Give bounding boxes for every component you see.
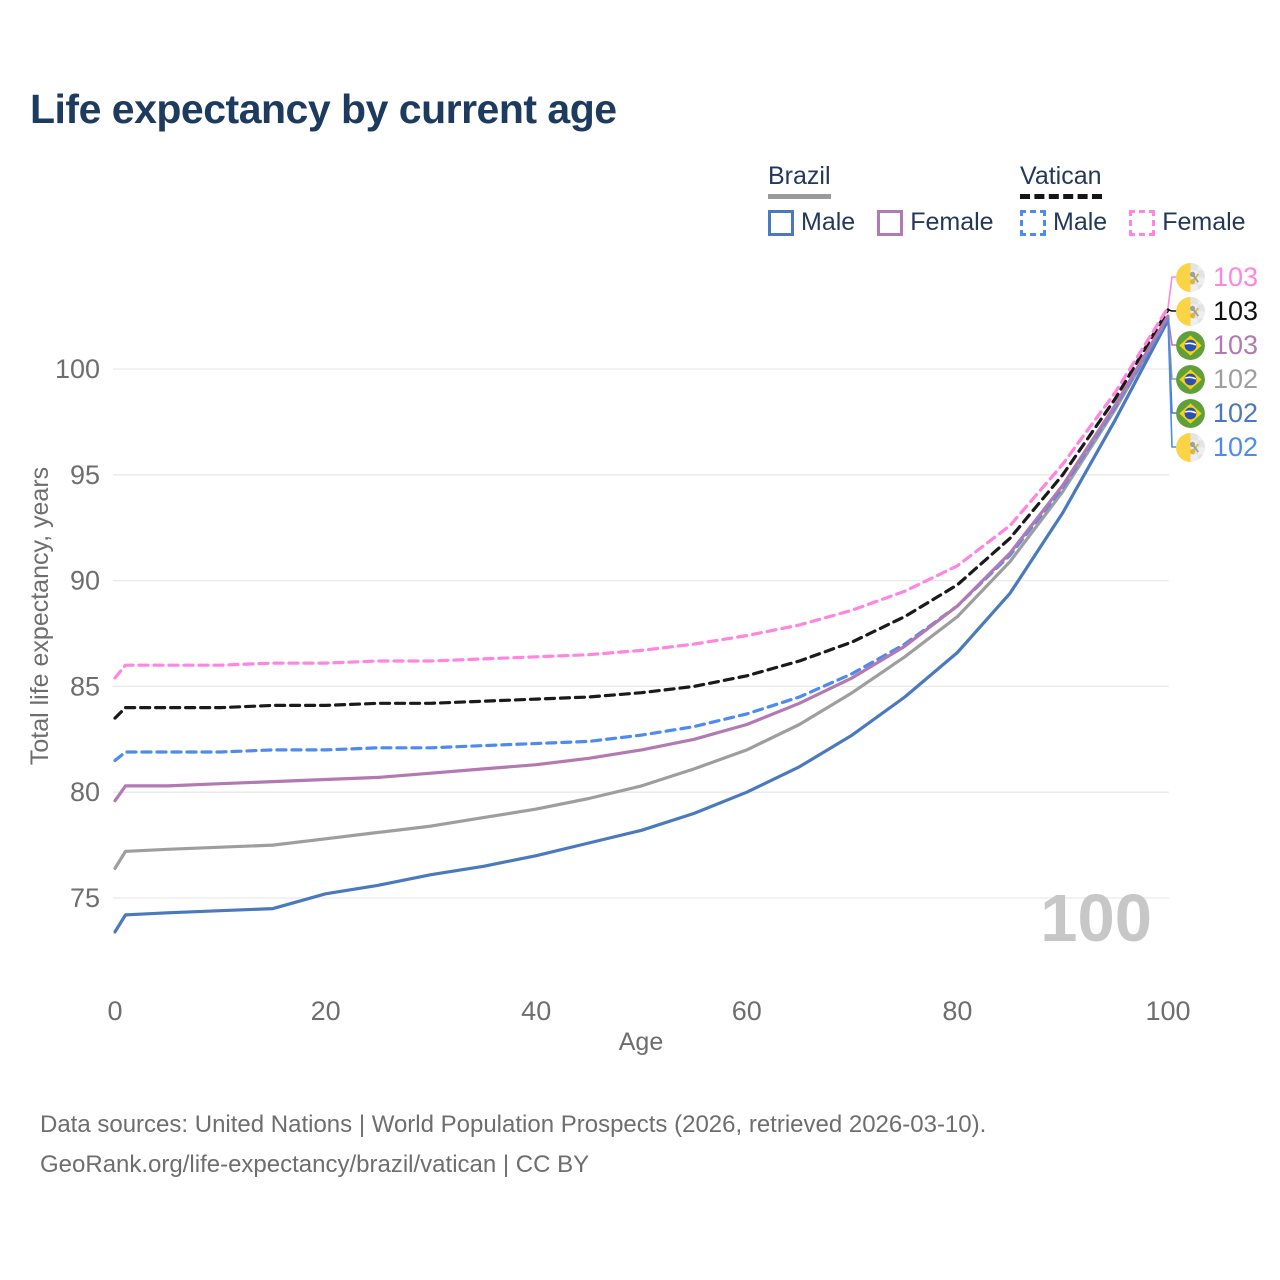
x-tick-label: 40 xyxy=(521,996,551,1026)
page-title: Life expectancy by current age xyxy=(30,86,617,132)
y-tick-label: 80 xyxy=(70,777,100,807)
value-label-row: 103 xyxy=(1176,262,1258,292)
brazil-male-swatch-icon xyxy=(768,209,794,236)
legend-group-title-brazil: Brazil xyxy=(768,162,831,199)
end-value-label: 103 xyxy=(1213,295,1259,326)
label-connector xyxy=(1167,276,1177,308)
legend-item-label: Female xyxy=(1162,208,1246,236)
legend-items-brazil: Male Female xyxy=(768,208,994,237)
legend-group-vatican: Vatican Male Female xyxy=(1020,162,1246,237)
end-value-label: 102 xyxy=(1213,397,1259,428)
end-value-label: 102 xyxy=(1213,431,1259,462)
legend-group-title-vatican: Vatican xyxy=(1020,162,1102,199)
legend-item-vatican-female[interactable]: Female xyxy=(1129,208,1246,237)
brazil-flag-icon xyxy=(1176,330,1205,360)
series-vatican-male[interactable] xyxy=(113,316,1170,763)
legend-item-label: Female xyxy=(910,208,994,236)
footer-data-sources: Data sources: United Nations | World Pop… xyxy=(40,1111,987,1138)
x-axis-title: Age xyxy=(619,1028,663,1056)
legend-item-vatican-male[interactable]: Male xyxy=(1020,208,1107,237)
footer: Data sources: United Nations | World Pop… xyxy=(40,1105,986,1185)
x-tick-label: 0 xyxy=(107,996,122,1026)
value-label-row: 103 xyxy=(1176,330,1258,360)
value-label-row: 102 xyxy=(1176,432,1258,462)
x-tick-label: 60 xyxy=(732,996,762,1026)
end-value-label: 103 xyxy=(1213,261,1259,292)
series-brazil-male[interactable] xyxy=(113,318,1170,934)
series-vatican-female[interactable] xyxy=(113,306,1170,680)
vatican-flag-icon xyxy=(1176,432,1205,462)
label-connector xyxy=(1167,315,1177,346)
legend-item-brazil-male[interactable]: Male xyxy=(768,208,855,237)
y-tick-label: 75 xyxy=(70,883,100,913)
brazil-flag-icon xyxy=(1176,364,1205,394)
vatican-flag-icon xyxy=(1176,296,1205,326)
end-value-label: 103 xyxy=(1213,329,1259,360)
value-label-row: 102 xyxy=(1176,364,1258,394)
label-connector xyxy=(1167,318,1177,448)
vatican-flag-icon xyxy=(1176,262,1205,292)
legend-item-brazil-female[interactable]: Female xyxy=(877,208,994,237)
series-vatican[interactable] xyxy=(113,308,1170,720)
end-value-label: 102 xyxy=(1213,363,1259,394)
footer-attribution: GeoRank.org/life-expectancy/brazil/vatic… xyxy=(40,1151,590,1178)
x-tick-label: 100 xyxy=(1145,996,1190,1026)
brazil-flag-icon xyxy=(1176,398,1205,428)
value-label-row: 102 xyxy=(1176,398,1258,428)
legend-item-label: Male xyxy=(1053,208,1108,236)
vatican-male-swatch-icon xyxy=(1020,209,1046,236)
legend-items-vatican: Male Female xyxy=(1020,208,1246,237)
legend-item-label: Male xyxy=(801,208,856,236)
x-tick-label: 80 xyxy=(942,996,972,1026)
y-axis-title: Total life expectancy, years xyxy=(26,467,54,765)
y-tick-label: 100 xyxy=(55,354,100,384)
legend-group-brazil: Brazil Male Female xyxy=(768,162,994,237)
vatican-female-swatch-icon xyxy=(1129,209,1156,236)
label-connector xyxy=(1167,309,1177,312)
y-tick-label: 85 xyxy=(70,671,100,701)
series-brazil[interactable] xyxy=(113,316,1170,871)
value-label-row: 103 xyxy=(1176,296,1258,326)
x-tick-label: 20 xyxy=(311,996,341,1026)
y-tick-label: 90 xyxy=(70,566,100,596)
series-brazil-female[interactable] xyxy=(113,314,1170,803)
age-watermark: 100 xyxy=(1040,881,1152,956)
y-tick-label: 95 xyxy=(70,460,100,490)
brazil-female-swatch-icon xyxy=(877,209,904,236)
